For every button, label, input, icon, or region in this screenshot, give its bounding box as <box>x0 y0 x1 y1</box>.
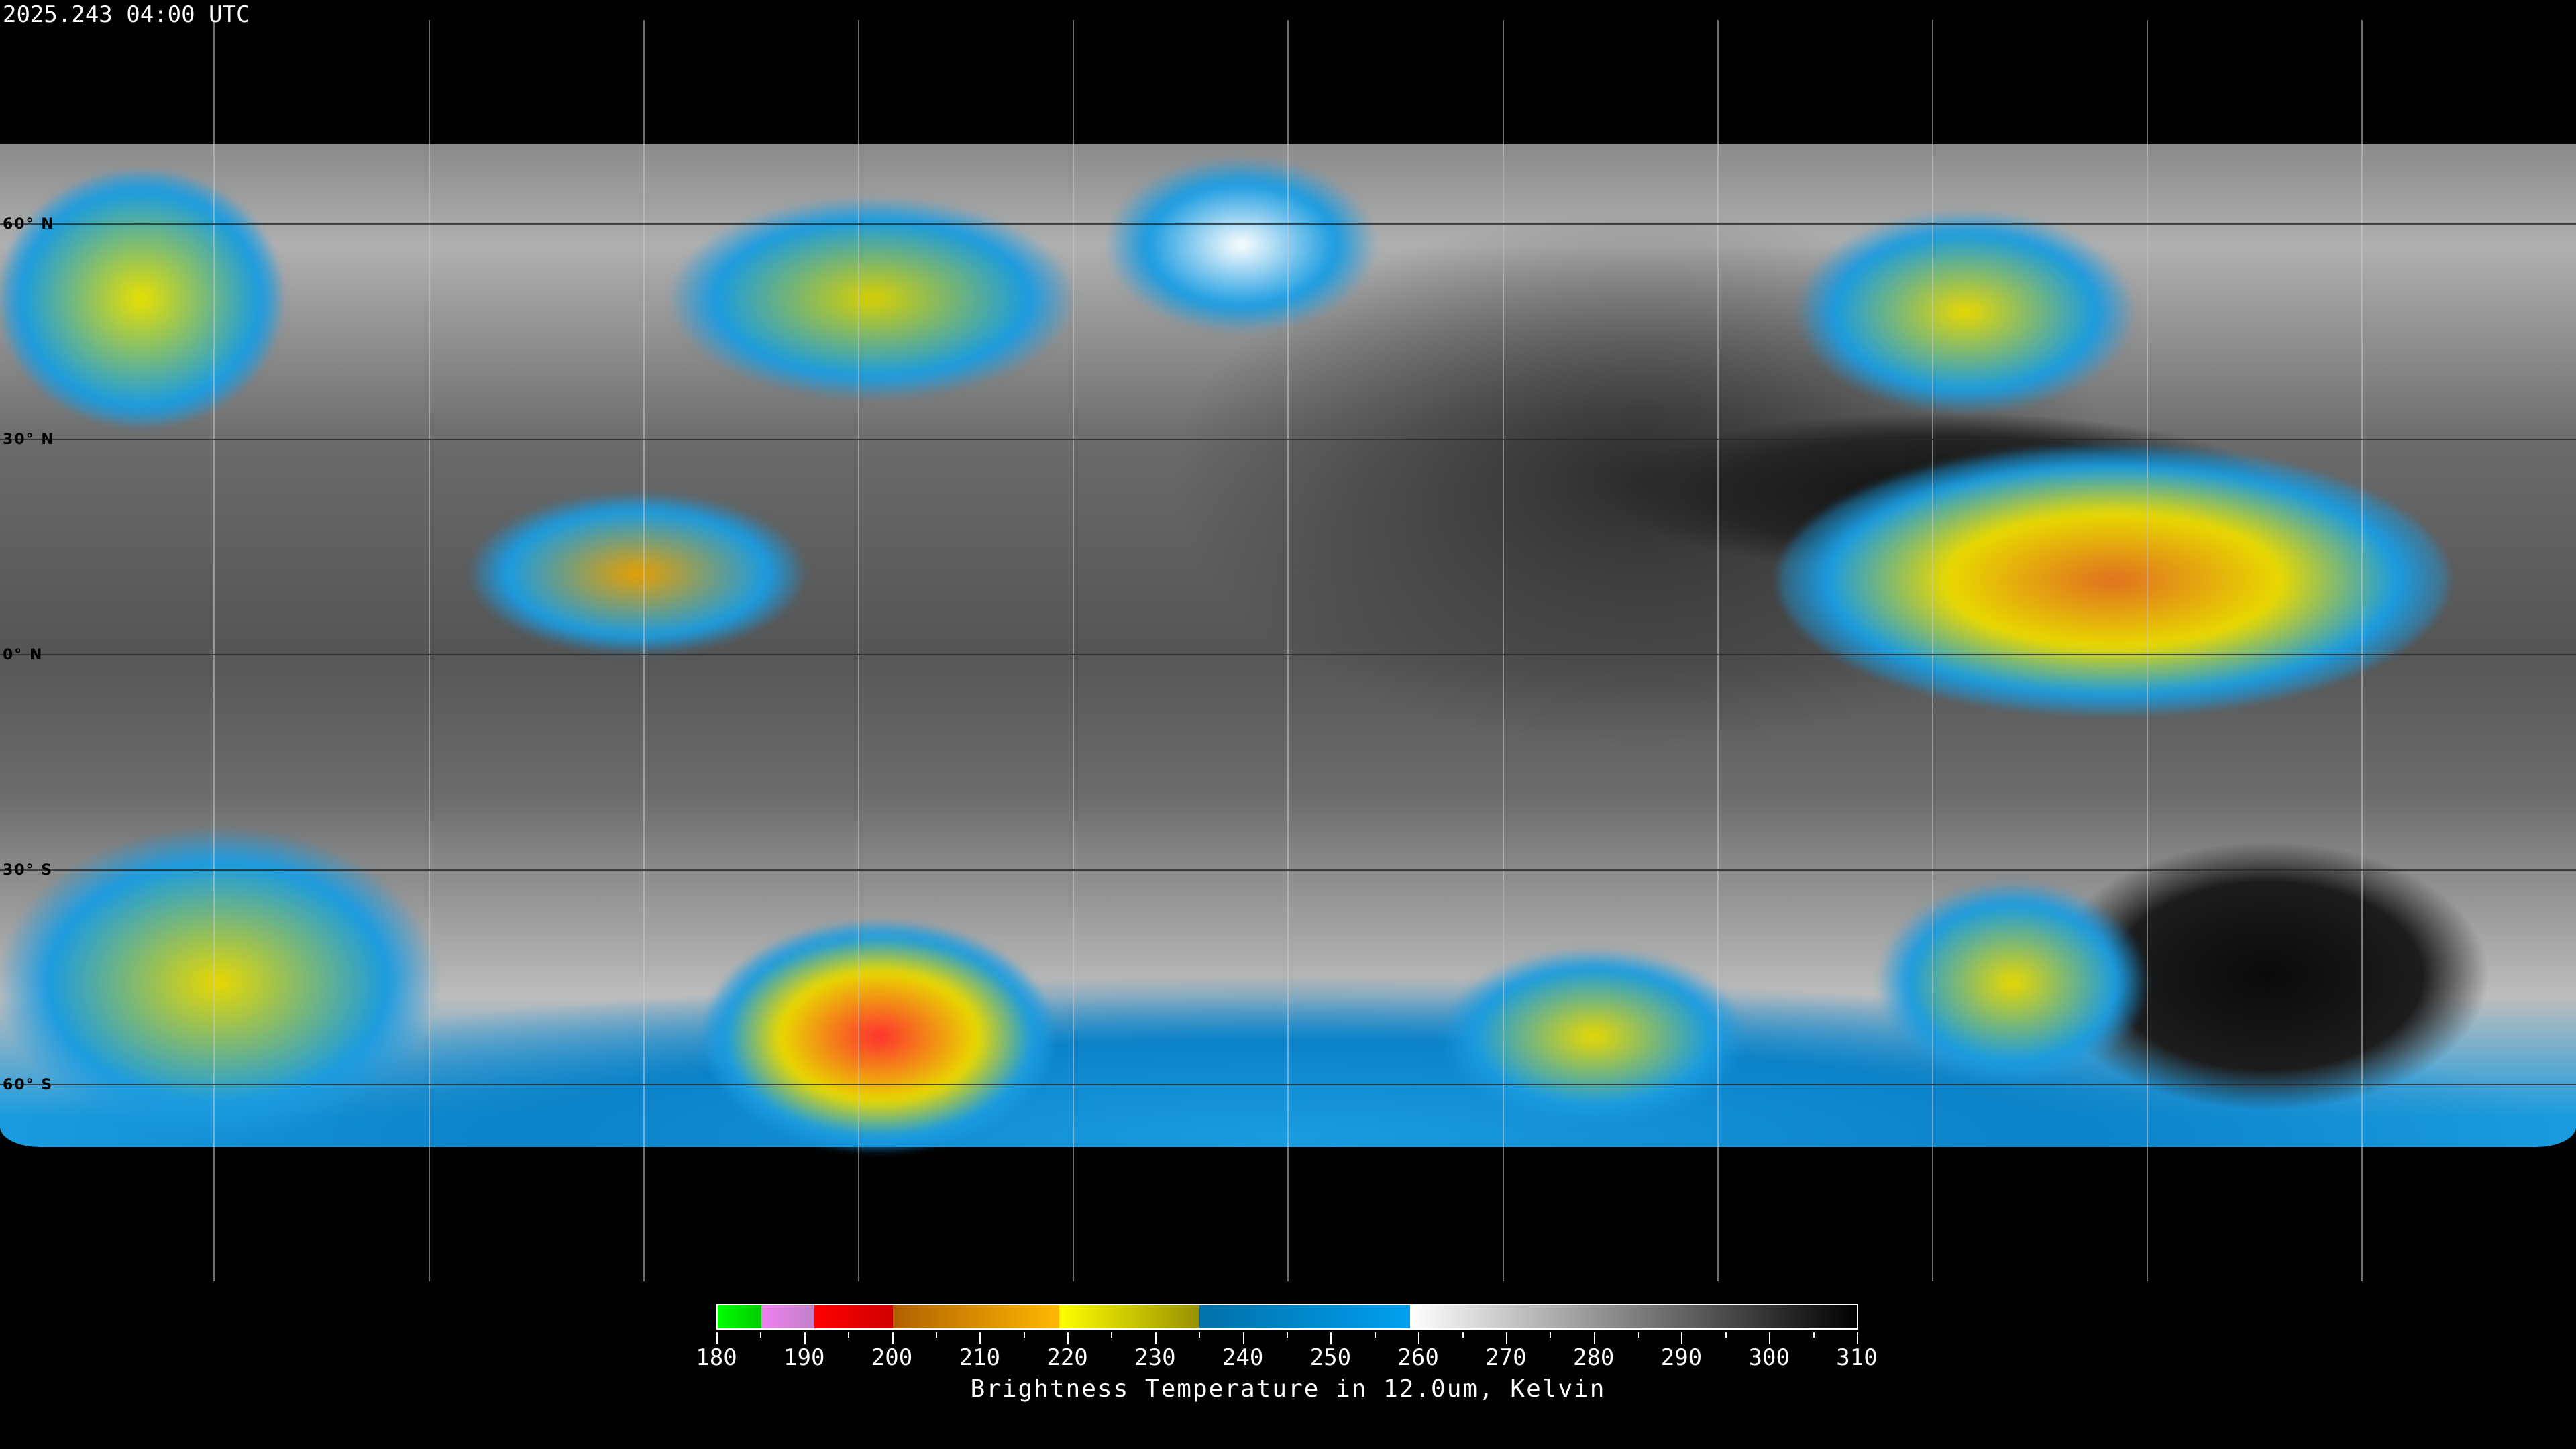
colorbar-segment <box>1409 1305 1857 1328</box>
colorbar <box>716 1304 1858 1330</box>
meridian-line <box>1932 20 1933 1281</box>
colorbar-tick <box>1067 1332 1069 1344</box>
colorbar-tick <box>848 1332 850 1338</box>
colorbar-tick <box>1287 1332 1288 1338</box>
colorbar-tick <box>1769 1332 1771 1344</box>
colorbar-tick <box>1505 1332 1507 1344</box>
colorbar-tick <box>1111 1332 1113 1338</box>
colorbar-tick-label: 210 <box>959 1344 1001 1371</box>
colorbar-tick-label: 250 <box>1309 1344 1352 1371</box>
latitude-label: 60° N <box>3 216 55 233</box>
colorbar-tick <box>1023 1332 1025 1338</box>
colorbar-tick <box>1462 1332 1464 1338</box>
colorbar-tick <box>892 1332 894 1344</box>
meridian-line <box>2361 20 2363 1281</box>
colorbar-tick <box>935 1332 937 1338</box>
meridian-line <box>858 20 859 1281</box>
colorbar-tick-label: 190 <box>784 1344 825 1371</box>
meridian-line <box>1717 20 1719 1281</box>
colorbar-tick-label: 240 <box>1222 1344 1264 1371</box>
colorbar-tick-label: 280 <box>1572 1344 1615 1371</box>
colorbar-tick <box>1638 1332 1640 1338</box>
latitude-label: 0° N <box>3 647 44 663</box>
parallel-line <box>0 1084 2576 1085</box>
colorbar-tick <box>1418 1332 1420 1344</box>
colorbar-tick-label: 200 <box>871 1344 913 1371</box>
colorbar-segment <box>761 1305 814 1328</box>
colorbar-tick-label: 260 <box>1397 1344 1439 1371</box>
colorbar-tick-label: 300 <box>1748 1344 1790 1371</box>
meridian-line <box>1287 20 1289 1281</box>
colorbar-tick <box>804 1332 806 1344</box>
meridian-line <box>1073 20 1074 1281</box>
colorbar-tick-label: 230 <box>1134 1344 1176 1371</box>
meridian-line <box>213 20 215 1281</box>
colorbar-tick <box>760 1332 762 1338</box>
colorbar-tick <box>1725 1332 1727 1338</box>
colorbar-title: Brightness Temperature in 12.0um, Kelvin <box>970 1375 1606 1403</box>
colorbar-segment <box>1059 1305 1200 1328</box>
colorbar-tick-label: 180 <box>696 1344 737 1371</box>
colorbar-tick <box>1374 1332 1376 1338</box>
colorbar-segment <box>814 1305 894 1328</box>
latitude-label: 60° S <box>3 1077 54 1093</box>
colorbar-tick <box>979 1332 981 1344</box>
timestamp-title: 2025.243 04:00 UTC <box>3 1 250 28</box>
colorbar-tick-label: 290 <box>1660 1344 1703 1371</box>
parallel-line <box>0 654 2576 655</box>
colorbar-segment <box>1199 1305 1410 1328</box>
colorbar-tick <box>1681 1332 1683 1344</box>
parallel-line <box>0 869 2576 871</box>
parallel-line <box>0 223 2576 225</box>
colorbar-segment <box>718 1305 762 1328</box>
colorbar-tick <box>1242 1332 1244 1344</box>
colorbar-tick-label: 310 <box>1836 1344 1878 1371</box>
colorbar-tick-label: 270 <box>1485 1344 1527 1371</box>
meridian-line <box>643 20 645 1281</box>
latitude-label: 30° N <box>3 431 55 448</box>
colorbar-tick-label: 220 <box>1046 1344 1088 1371</box>
colorbar-tick <box>1813 1332 1815 1338</box>
colorbar-tick <box>716 1332 718 1344</box>
colorbar-tick <box>1330 1332 1332 1344</box>
latitude-label: 30° S <box>3 862 54 879</box>
colorbar-tick <box>1550 1332 1552 1338</box>
colorbar-tick <box>1593 1332 1595 1344</box>
parallel-line <box>0 439 2576 440</box>
colorbar-segment <box>893 1305 1060 1328</box>
meridian-line <box>2147 20 2148 1281</box>
colorbar-tick <box>1155 1332 1157 1344</box>
meridian-line <box>1503 20 1504 1281</box>
colorbar-tick <box>1857 1332 1858 1344</box>
meridian-line <box>429 20 430 1281</box>
colorbar-tick <box>1199 1332 1201 1338</box>
satellite-map: 60° N 30° N 0° N 30° S 60° S 2025.243 04… <box>0 1 2576 1281</box>
